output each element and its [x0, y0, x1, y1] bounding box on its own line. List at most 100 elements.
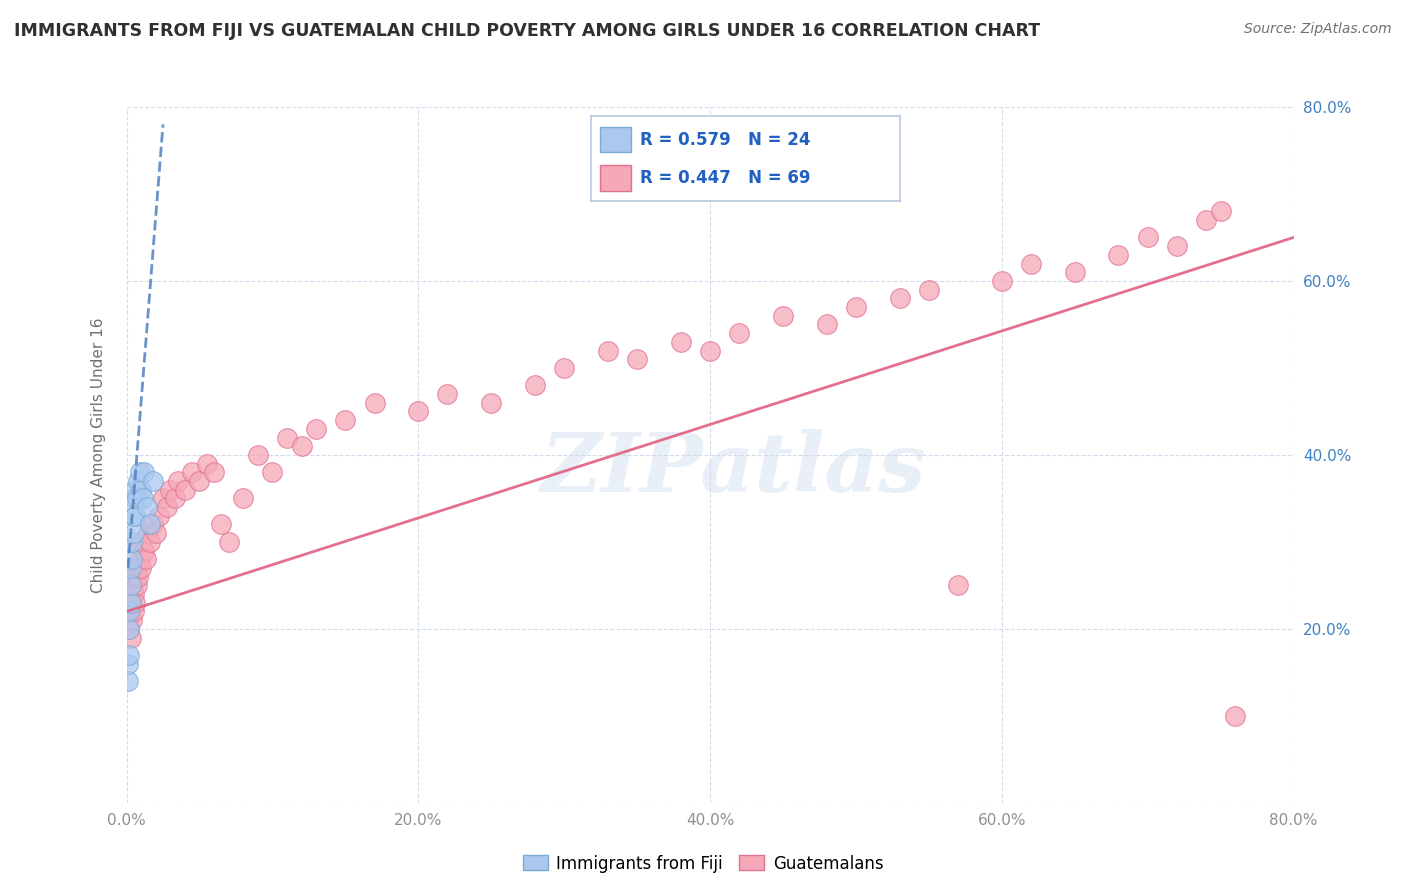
Point: [669, 334, 692, 349]
Point: [152, 491, 174, 506]
Point: [699, 343, 721, 358]
Point: [127, 474, 149, 488]
Point: [129, 561, 152, 575]
Text: IMMIGRANTS FROM FIJI VS GUATEMALAN CHILD POVERTY AMONG GIRLS UNDER 16 CORRELATIO: IMMIGRANTS FROM FIJI VS GUATEMALAN CHILD…: [14, 22, 1040, 40]
Point: [335, 413, 357, 427]
Point: [139, 517, 162, 532]
Point: [553, 360, 575, 375]
Point: [121, 534, 143, 549]
Point: [120, 561, 142, 575]
Point: [127, 570, 149, 584]
Point: [132, 543, 155, 558]
Point: [122, 526, 145, 541]
Point: [145, 526, 167, 541]
Point: [124, 483, 146, 497]
FancyBboxPatch shape: [600, 165, 631, 191]
Point: [232, 491, 254, 506]
Point: [128, 466, 150, 480]
Point: [1108, 248, 1130, 262]
Point: [128, 552, 150, 566]
Point: [121, 578, 143, 592]
Point: [125, 578, 148, 592]
Point: [131, 491, 153, 506]
Point: [1195, 213, 1218, 227]
Point: [125, 561, 148, 575]
Point: [124, 570, 146, 584]
Point: [138, 526, 160, 541]
Point: [218, 534, 240, 549]
Point: [305, 422, 328, 436]
Point: [262, 466, 284, 480]
Point: [166, 474, 188, 488]
Point: [1223, 708, 1246, 723]
Point: [118, 622, 141, 636]
Point: [436, 387, 458, 401]
Point: [120, 596, 142, 610]
Point: [122, 587, 145, 601]
Point: [121, 613, 143, 627]
Point: [946, 578, 969, 592]
Point: [139, 534, 162, 549]
Point: [889, 291, 911, 305]
Point: [118, 622, 141, 636]
FancyBboxPatch shape: [600, 127, 631, 153]
Text: ZIPatlas: ZIPatlas: [541, 429, 927, 508]
Y-axis label: Child Poverty Among Girls Under 16: Child Poverty Among Girls Under 16: [91, 318, 105, 592]
Point: [772, 309, 794, 323]
Point: [1063, 265, 1085, 279]
Point: [479, 396, 502, 410]
Point: [728, 326, 751, 340]
Point: [122, 508, 145, 523]
Point: [121, 552, 143, 566]
Point: [117, 613, 139, 627]
Point: [1136, 230, 1159, 244]
Point: [1209, 204, 1232, 219]
Point: [134, 552, 156, 566]
Point: [120, 578, 142, 592]
Text: R = 0.447   N = 69: R = 0.447 N = 69: [640, 169, 810, 186]
Point: [276, 431, 298, 445]
Point: [117, 674, 139, 689]
Point: [815, 318, 838, 332]
Point: [132, 466, 155, 480]
Point: [118, 605, 141, 619]
Point: [124, 508, 146, 523]
Point: [181, 466, 204, 480]
Point: [129, 534, 152, 549]
Point: [1166, 239, 1188, 253]
Point: [120, 631, 142, 645]
Point: [246, 448, 269, 462]
Point: [626, 352, 648, 367]
Point: [290, 439, 312, 453]
Point: [990, 274, 1012, 288]
Point: [122, 491, 145, 506]
Text: R = 0.579   N = 24: R = 0.579 N = 24: [640, 131, 810, 149]
Point: [845, 300, 868, 314]
Point: [148, 508, 170, 523]
Point: [1019, 256, 1042, 270]
Point: [195, 457, 218, 471]
Point: [142, 474, 165, 488]
Point: [163, 491, 186, 506]
Text: Source: ZipAtlas.com: Source: ZipAtlas.com: [1244, 22, 1392, 37]
Point: [118, 605, 141, 619]
Legend: Immigrants from Fiji, Guatemalans: Immigrants from Fiji, Guatemalans: [516, 848, 890, 880]
Point: [117, 657, 139, 671]
Point: [125, 491, 148, 506]
Point: [188, 474, 211, 488]
Point: [174, 483, 197, 497]
Point: [408, 404, 430, 418]
Point: [142, 517, 165, 532]
Point: [122, 605, 145, 619]
Point: [918, 283, 941, 297]
Point: [120, 596, 142, 610]
Point: [363, 396, 385, 410]
Point: [596, 343, 619, 358]
Point: [156, 500, 179, 514]
Point: [129, 483, 152, 497]
Point: [524, 378, 547, 392]
Point: [136, 500, 159, 514]
Point: [124, 596, 146, 610]
Point: [159, 483, 181, 497]
Point: [202, 466, 225, 480]
